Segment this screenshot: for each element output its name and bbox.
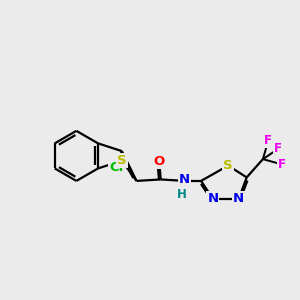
Text: N: N — [233, 192, 244, 205]
Text: S: S — [223, 159, 233, 172]
Text: F: F — [278, 158, 286, 171]
Text: N: N — [179, 173, 190, 186]
Text: H: H — [177, 188, 187, 201]
Text: Cl: Cl — [109, 161, 124, 174]
Text: F: F — [264, 134, 272, 147]
Text: N: N — [207, 192, 218, 205]
Text: O: O — [154, 155, 165, 168]
Text: S: S — [117, 154, 127, 167]
Text: F: F — [274, 142, 282, 155]
